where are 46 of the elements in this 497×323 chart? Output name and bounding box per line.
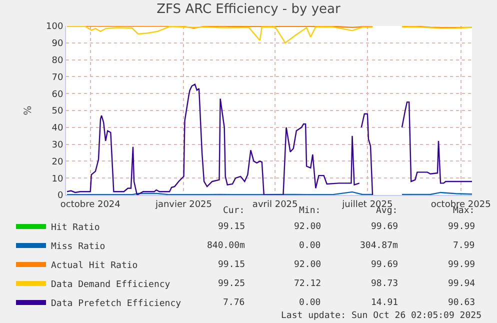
y-tick-label: 10 bbox=[52, 174, 64, 184]
y-axis-title: % bbox=[23, 106, 34, 116]
x-tick-label: avril 2025 bbox=[252, 200, 298, 210]
text: 14.91 bbox=[371, 298, 398, 308]
text: 99.69 bbox=[371, 260, 398, 270]
text: Last update: Sun Oct 26 02:05:09 2025 bbox=[281, 311, 482, 321]
y-tick-label: 100 bbox=[46, 22, 64, 32]
y-tick-label: 30 bbox=[52, 140, 64, 150]
y-tick-label: 0 bbox=[57, 191, 64, 202]
legend-label: Actual Hit Ratio bbox=[51, 261, 138, 272]
text: 99.94 bbox=[448, 279, 476, 289]
text: Avg: bbox=[376, 206, 398, 216]
y-tick-label: 20 bbox=[52, 157, 64, 168]
legend-label: Hit Ratio bbox=[51, 223, 100, 234]
text: 92.00 bbox=[294, 222, 322, 232]
text: 0.00 bbox=[299, 298, 321, 308]
text: 99.99 bbox=[448, 222, 476, 232]
text: Max: bbox=[453, 206, 475, 216]
y-tick-label: 40 bbox=[52, 124, 64, 134]
text: 99.15 bbox=[218, 222, 246, 232]
legend-label: Data Prefetch Efficiency bbox=[51, 299, 182, 310]
legend-label: Miss Ratio bbox=[51, 242, 106, 252]
text: 99.15 bbox=[218, 260, 246, 270]
text: 99.99 bbox=[448, 260, 476, 270]
text: 99.25 bbox=[218, 279, 246, 289]
y-tick-label: 50 bbox=[52, 106, 64, 117]
y-tick-label: 90 bbox=[52, 39, 64, 50]
text: Cur: bbox=[223, 206, 245, 216]
text: Min: bbox=[299, 206, 321, 216]
y-tick-label: 80 bbox=[52, 56, 64, 66]
text: 92.00 bbox=[294, 260, 322, 270]
legend-label: Data Demand Efficiency bbox=[51, 280, 171, 290]
chart-title: ZFS ARC Efficiency - by year bbox=[156, 2, 341, 18]
text: 7.76 bbox=[223, 298, 245, 308]
text: 840.00m bbox=[207, 241, 245, 251]
y-tick-label: 70 bbox=[52, 72, 64, 83]
y-tick-label: 60 bbox=[52, 90, 64, 100]
x-tick-label: janvier 2025 bbox=[154, 200, 212, 210]
text: 90.63 bbox=[448, 298, 476, 308]
text: 304.87m bbox=[360, 241, 398, 251]
text: 72.12 bbox=[294, 279, 322, 289]
text: 98.73 bbox=[371, 279, 398, 289]
text: 0.00 bbox=[299, 241, 321, 251]
text: 99.69 bbox=[371, 222, 398, 232]
text: 7.99 bbox=[453, 241, 475, 251]
x-tick-label: octobre 2024 bbox=[60, 200, 121, 210]
